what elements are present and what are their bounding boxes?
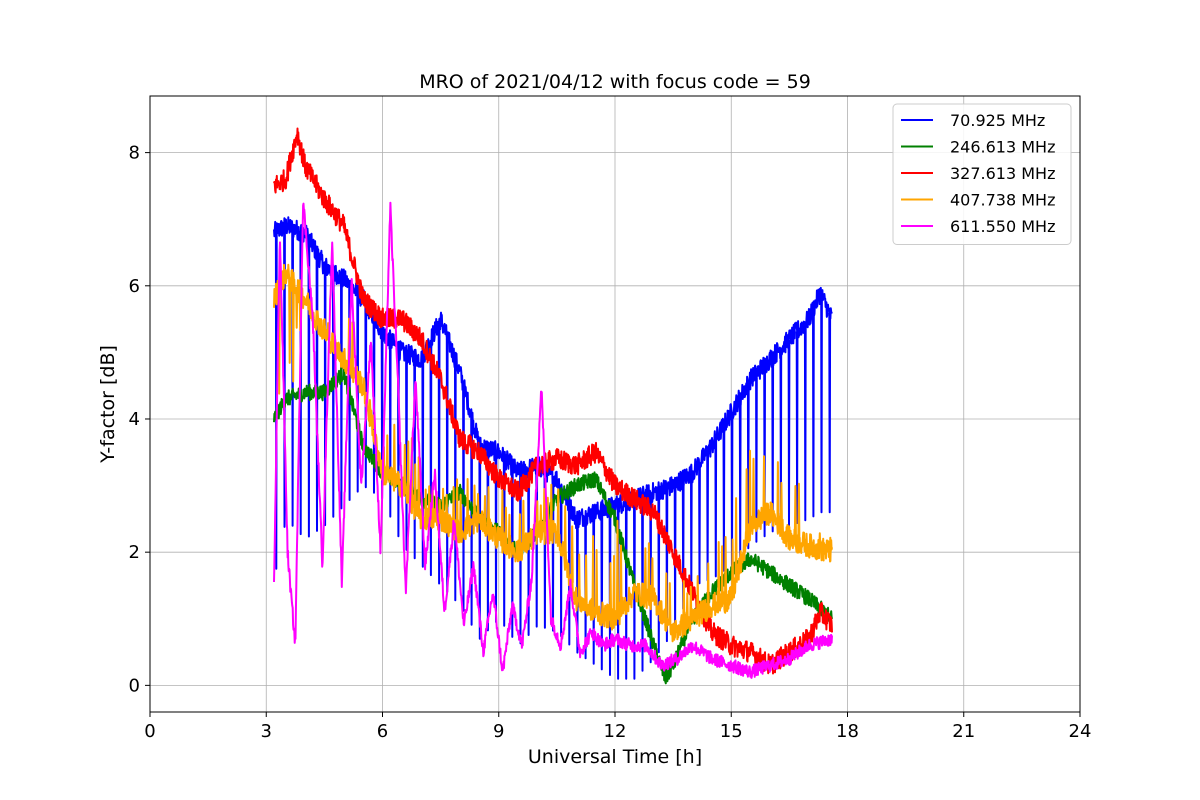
series-line-3 <box>273 263 833 643</box>
chart-title: MRO of 2021/04/12 with focus code = 59 <box>419 71 811 93</box>
series-line-0 <box>273 216 833 680</box>
series-line-4 <box>273 201 833 679</box>
y-tick-label: 6 <box>129 276 140 297</box>
legend-entry: 611.550 MHz <box>950 217 1055 236</box>
x-axis-ticks: 0 3 6 9 12 15 18 21 24 <box>144 712 1091 742</box>
x-tick-label: 21 <box>952 721 975 742</box>
plot-area <box>273 127 833 685</box>
x-tick-label: 0 <box>144 721 155 742</box>
x-tick-label: 3 <box>261 721 272 742</box>
y-tick-label: 8 <box>129 143 140 164</box>
legend-entry: 407.738 MHz <box>950 191 1055 210</box>
x-tick-label: 6 <box>377 721 388 742</box>
y-axis-label: Y-factor [dB] <box>97 345 119 464</box>
legend-entry: 246.613 MHz <box>950 138 1055 157</box>
y-tick-label: 2 <box>129 542 140 563</box>
y-tick-label: 0 <box>129 675 140 696</box>
x-tick-label: 12 <box>604 721 627 742</box>
series-line-2 <box>273 127 833 675</box>
x-tick-label: 15 <box>720 721 743 742</box>
x-tick-label: 18 <box>836 721 859 742</box>
legend-box <box>892 103 1072 245</box>
y-axis-ticks: 0 2 4 6 8 <box>129 143 150 696</box>
legend-entry: 70.925 MHz <box>950 111 1045 130</box>
y-tick-label: 4 <box>129 409 140 430</box>
x-tick-label: 9 <box>493 721 504 742</box>
x-axis-label: Universal Time [h] <box>528 746 702 768</box>
x-tick-label: 24 <box>1069 721 1092 742</box>
legend: 70.925 MHz 246.613 MHz 327.613 MHz 407.738 … <box>892 103 1072 245</box>
legend-entry: 327.613 MHz <box>950 164 1055 183</box>
